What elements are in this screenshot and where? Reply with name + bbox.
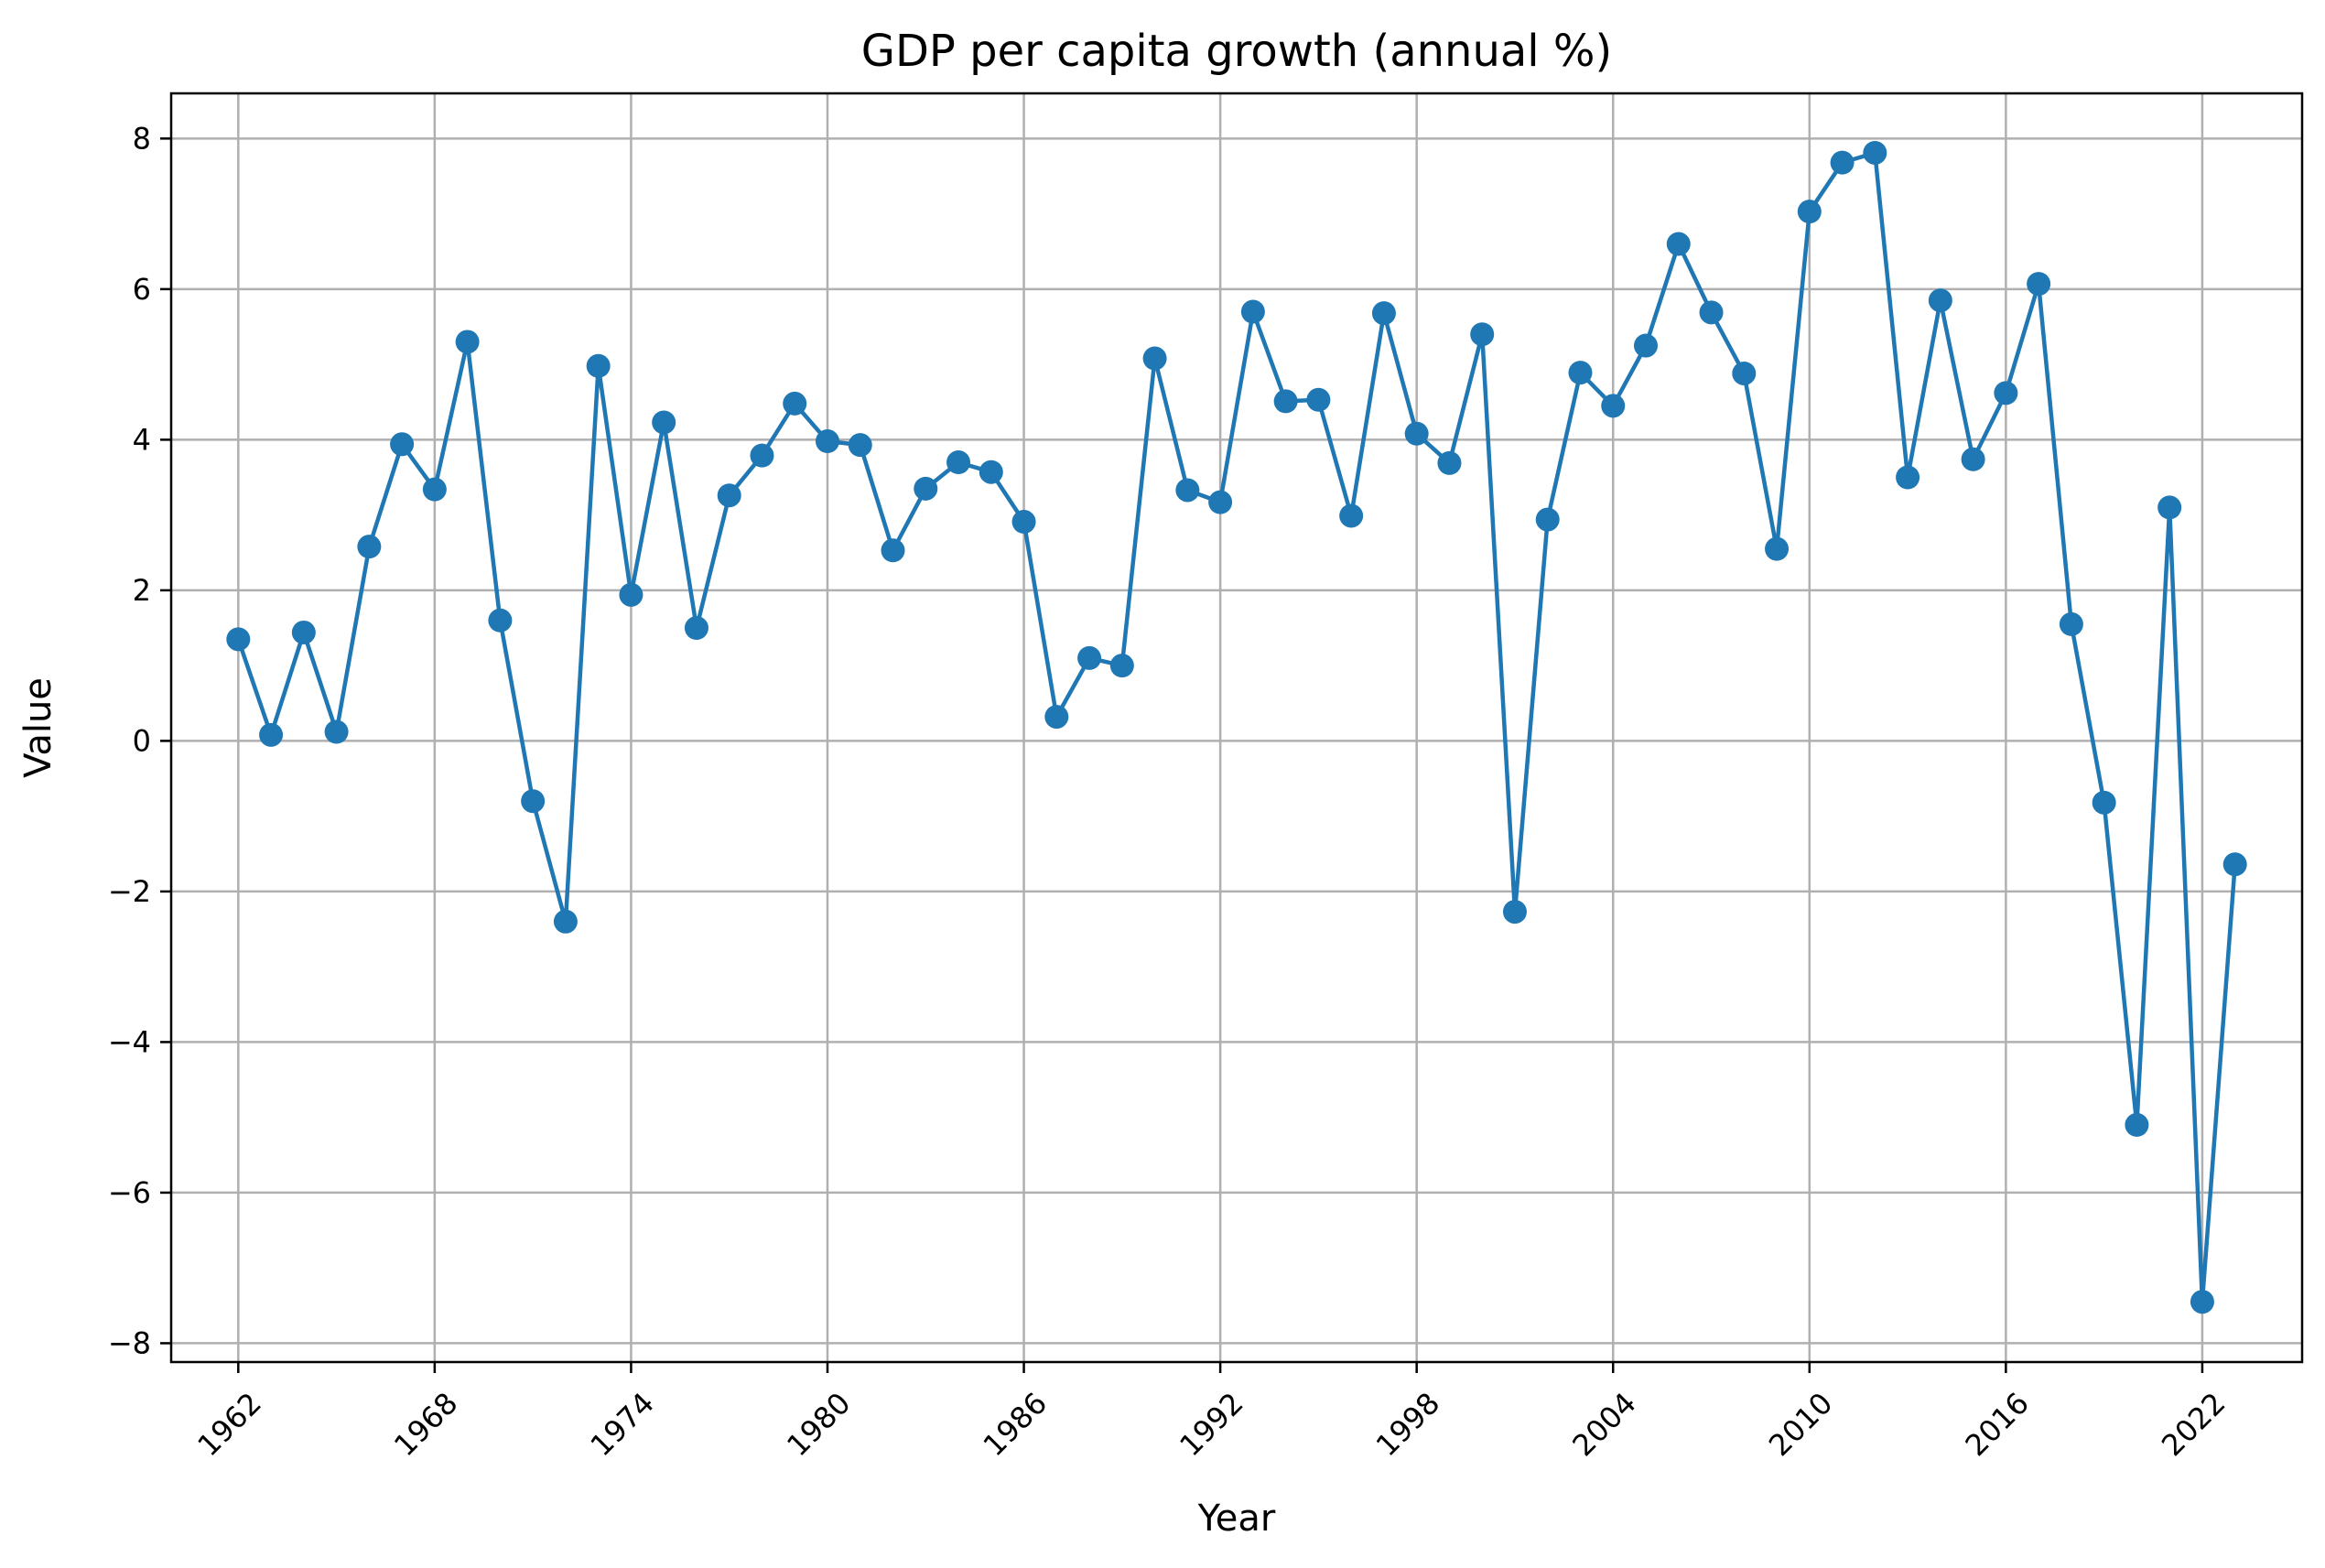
chart-title: GDP per capita growth (annual %) (861, 26, 1612, 77)
data-point (1240, 299, 1265, 324)
data-point (1896, 465, 1920, 490)
data-point (619, 582, 643, 607)
data-point (1535, 507, 1560, 532)
y-tick-label: −6 (108, 1175, 151, 1210)
axis-ticks: 1962 1968 1974 1980 1986 1992 1998 2004 2010 2016… (108, 121, 2233, 1463)
data-point (390, 432, 415, 457)
data-point (521, 789, 546, 814)
y-tick-label: 6 (133, 272, 151, 307)
y-tick-label: 0 (133, 723, 151, 758)
data-point (815, 429, 839, 454)
x-tick-label: 1962 (190, 1386, 267, 1463)
data-point (455, 330, 480, 354)
data-point (783, 391, 807, 416)
data-point (881, 538, 905, 563)
data-point (1765, 536, 1790, 561)
data-point (652, 410, 676, 435)
data-point (1634, 333, 1659, 358)
data-point (1077, 645, 1102, 670)
data-point (1306, 387, 1331, 412)
series-line (236, 150, 2237, 1304)
data-point (291, 620, 316, 644)
x-axis-label: Year (1197, 1498, 1276, 1540)
data-point (1470, 322, 1495, 347)
y-tick-label: −4 (108, 1024, 151, 1059)
data-point (1273, 389, 1298, 414)
data-point (979, 460, 1003, 484)
x-tick-label: 1974 (584, 1386, 661, 1463)
data-point (1208, 490, 1233, 514)
data-point (2059, 611, 2083, 636)
data-point (914, 476, 938, 501)
data-point (1601, 394, 1626, 418)
data-point (357, 535, 382, 559)
data-point (1175, 478, 1200, 503)
x-tick-label: 2022 (2155, 1386, 2232, 1463)
data-point (1044, 705, 1069, 730)
data-point (848, 433, 872, 458)
data-point (1830, 150, 1855, 175)
data-point (1371, 301, 1396, 326)
data-point (586, 353, 611, 378)
data-point (226, 627, 251, 652)
data-point (2125, 1112, 2149, 1137)
data-point (1502, 900, 1527, 925)
data-point (1961, 447, 1985, 471)
x-tick-label: 1968 (387, 1386, 464, 1463)
data-point (1994, 381, 2018, 406)
x-tick-label: 2010 (1762, 1386, 1839, 1463)
data-point (1011, 510, 1036, 535)
x-tick-label: 1980 (780, 1386, 857, 1463)
data-point (1404, 421, 1429, 446)
data-point (1142, 346, 1167, 371)
data-point (2190, 1290, 2214, 1314)
data-point (750, 443, 774, 468)
y-tick-label: −8 (108, 1325, 151, 1360)
data-point (1732, 361, 1757, 385)
x-tick-label: 1992 (1173, 1386, 1249, 1463)
data-point (259, 722, 284, 747)
y-tick-label: 2 (133, 573, 151, 608)
data-point (488, 608, 513, 633)
x-tick-label: 1998 (1369, 1386, 1446, 1463)
data-point (2157, 495, 2182, 520)
data-point (1699, 300, 1724, 325)
series-layer (226, 140, 2247, 1314)
plot-frame (169, 92, 2304, 1364)
data-point (1666, 232, 1691, 256)
data-point (1339, 503, 1364, 528)
y-axis-label: Value (17, 677, 59, 778)
y-tick-label: 8 (133, 121, 151, 156)
data-point (946, 450, 971, 475)
x-tick-label: 1986 (977, 1386, 1054, 1463)
x-tick-label: 2016 (1959, 1386, 2036, 1463)
data-point (1109, 654, 1134, 678)
data-point (2222, 852, 2247, 877)
x-tick-label: 2004 (1565, 1386, 1642, 1463)
data-point (717, 483, 741, 508)
y-tick-label: −2 (108, 874, 151, 909)
data-point (684, 616, 708, 641)
y-tick-label: 4 (133, 422, 151, 457)
data-point (2027, 272, 2051, 297)
data-point (422, 477, 447, 502)
data-point (553, 909, 578, 934)
data-point (1928, 288, 1952, 313)
data-point (1568, 361, 1593, 385)
data-point (1797, 200, 1822, 224)
grid (171, 93, 2302, 1362)
data-point (1863, 140, 1887, 165)
data-point (324, 719, 349, 744)
data-point (1437, 450, 1462, 475)
data-point (2092, 790, 2116, 815)
